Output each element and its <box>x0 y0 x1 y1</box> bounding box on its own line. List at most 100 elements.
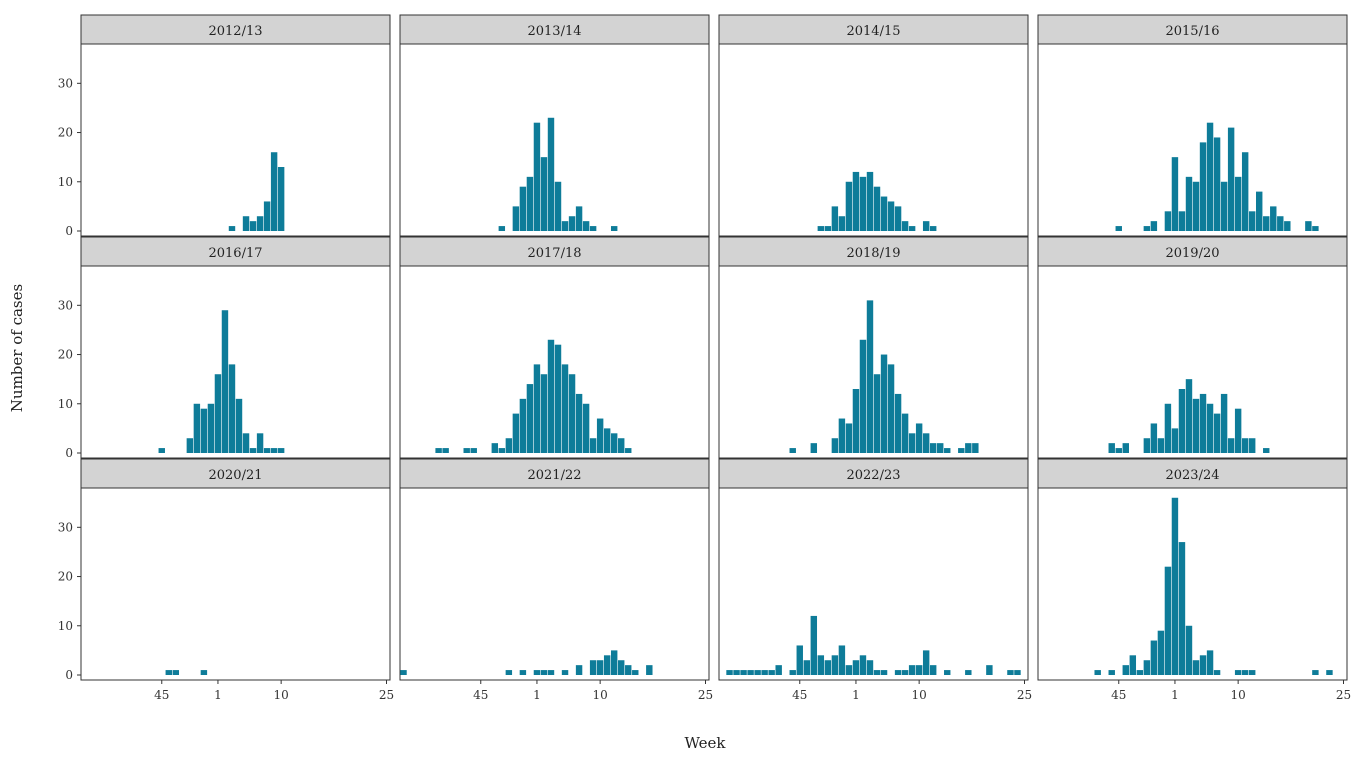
histogram-bar <box>1192 181 1200 231</box>
histogram-bar <box>1234 408 1242 453</box>
histogram-bar <box>845 423 853 453</box>
x-tick-label: 45 <box>154 688 169 702</box>
histogram-bar <box>1312 670 1319 675</box>
histogram-bar <box>589 438 597 453</box>
x-tick-label: 10 <box>593 688 608 702</box>
histogram-bar <box>901 670 909 675</box>
histogram-bar <box>172 670 180 675</box>
histogram-bar <box>498 448 506 453</box>
histogram-bar <box>603 655 611 675</box>
histogram-bar <box>1178 542 1186 675</box>
facet-plot-area <box>1037 43 1348 237</box>
histogram-bar <box>908 665 916 675</box>
y-tick-label: 0 <box>65 446 73 460</box>
histogram-bar <box>561 670 569 675</box>
x-tick-label: 45 <box>792 688 807 702</box>
x-tick-label: 1 <box>1171 688 1179 702</box>
histogram-bar <box>1171 497 1179 675</box>
histogram-bar <box>186 438 194 453</box>
facet-panel: 2016/17 0 10 20 30 <box>58 236 391 460</box>
histogram-bar <box>866 171 874 231</box>
histogram-bar <box>242 433 250 453</box>
histogram-bar <box>632 670 639 675</box>
histogram-bar <box>270 152 278 231</box>
histogram-bar <box>789 448 796 453</box>
histogram-bar <box>442 448 449 453</box>
histogram-bar <box>1164 566 1172 675</box>
y-tick-label: 0 <box>65 668 73 682</box>
histogram-bar <box>965 443 972 453</box>
histogram-bar <box>1227 438 1235 453</box>
y-axis-title: Number of cases <box>8 284 26 412</box>
facet-panel: 2023/24 45 1 10 25 <box>1037 458 1351 702</box>
facet-title: 2013/14 <box>527 24 581 39</box>
histogram-bar <box>1326 670 1333 675</box>
histogram-bar <box>873 186 881 231</box>
histogram-bar <box>733 670 740 675</box>
histogram-bar <box>277 167 285 231</box>
histogram-bar <box>908 226 916 231</box>
histogram-bar <box>470 448 477 453</box>
facet-strip <box>1037 236 1348 267</box>
histogram-bar <box>1178 211 1186 231</box>
histogram-bar <box>852 389 860 453</box>
histogram-bar <box>533 670 541 675</box>
histogram-bar <box>618 438 625 453</box>
y-tick-label: 20 <box>58 348 73 362</box>
histogram-bar <box>740 670 747 675</box>
histogram-bar <box>547 117 555 231</box>
histogram-bar <box>1122 665 1129 675</box>
histogram-bar <box>158 448 165 453</box>
histogram-bar <box>1192 398 1200 453</box>
histogram-bar <box>1129 655 1137 675</box>
histogram-bar <box>944 670 951 675</box>
facet-plot-area <box>718 43 1029 237</box>
histogram-bar <box>400 670 407 675</box>
histogram-bar <box>277 448 285 453</box>
facet-panel: 2021/22 45 1 10 25 <box>399 458 713 702</box>
histogram-bar <box>200 408 208 453</box>
facet-panel: 2013/14 <box>399 14 710 237</box>
facet-plot-area <box>718 265 1029 459</box>
histogram-bar <box>845 181 853 231</box>
histogram-bar <box>922 433 930 453</box>
x-tick-label: 10 <box>274 688 289 702</box>
histogram-bar <box>561 364 569 453</box>
facet-title: 2014/15 <box>846 24 900 39</box>
y-tick-label: 0 <box>65 224 73 238</box>
histogram-bar <box>831 206 839 231</box>
histogram-bar <box>519 670 527 675</box>
facet-strip <box>1037 458 1348 489</box>
histogram-bar <box>1171 428 1179 453</box>
histogram-bar <box>582 221 590 231</box>
histogram-bar <box>922 221 930 231</box>
histogram-bar <box>1220 393 1228 453</box>
histogram-bar <box>901 413 909 453</box>
y-tick-label: 10 <box>58 619 73 633</box>
facet-strip <box>718 458 1029 489</box>
facet-title: 2016/17 <box>208 246 262 261</box>
histogram-bar <box>1122 443 1129 453</box>
histogram-bar <box>761 670 768 675</box>
histogram-bar <box>838 418 846 453</box>
facet-title: 2015/16 <box>1165 24 1219 39</box>
histogram-bar <box>1115 448 1122 453</box>
histogram-bar <box>1164 403 1172 453</box>
histogram-bar <box>1150 423 1158 453</box>
x-axis-title: Week <box>684 734 726 752</box>
y-tick-label: 30 <box>58 298 73 312</box>
histogram-bar <box>838 216 846 231</box>
histogram-bar <box>221 310 229 453</box>
histogram-bar <box>256 433 264 453</box>
histogram-bar <box>519 186 527 231</box>
histogram-bar <box>547 670 555 675</box>
y-tick-label: 30 <box>58 76 73 90</box>
histogram-bar <box>1171 157 1179 231</box>
facet-title: 2019/20 <box>1165 246 1219 261</box>
x-tick-label: 45 <box>1111 688 1126 702</box>
histogram-bar <box>929 665 937 675</box>
histogram-bar <box>873 670 881 675</box>
facet-plot-area <box>80 43 391 237</box>
histogram-bar <box>831 655 839 675</box>
histogram-bar <box>498 226 506 231</box>
